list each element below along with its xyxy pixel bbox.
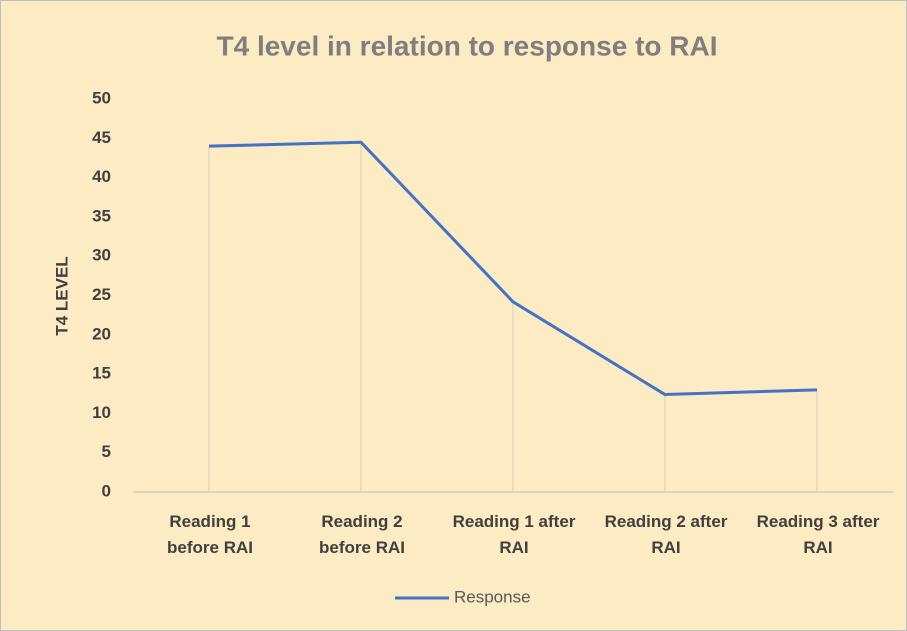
y-tick-label: 25	[92, 285, 111, 304]
y-tick-label: 0	[102, 481, 111, 500]
y-tick-label: 45	[92, 128, 111, 147]
y-tick-label: 40	[92, 167, 111, 186]
y-tick-label: 30	[92, 246, 111, 265]
y-tick-label: 50	[92, 88, 111, 107]
y-tick-label: 5	[102, 442, 111, 461]
chart-title: T4 level in relation to response to RAI	[217, 30, 718, 61]
y-tick-label: 20	[92, 324, 111, 343]
y-tick-label: 15	[92, 364, 111, 383]
x-tick-label: Reading 1 after RAI	[452, 512, 576, 557]
y-axis-label: T4 LEVEL	[52, 256, 71, 335]
x-tick-label: Reading 2 before RAI	[319, 512, 405, 557]
y-tick-label: 35	[92, 206, 111, 225]
x-tick-label: Reading 3 after RAI	[756, 512, 880, 557]
y-tick-label: 10	[92, 403, 111, 422]
series-line	[208, 140, 818, 397]
x-tick-label: Reading 2 after RAI	[604, 512, 728, 557]
x-tick-label: Reading 1 before RAI	[167, 512, 253, 557]
legend-label: Response	[454, 587, 531, 606]
